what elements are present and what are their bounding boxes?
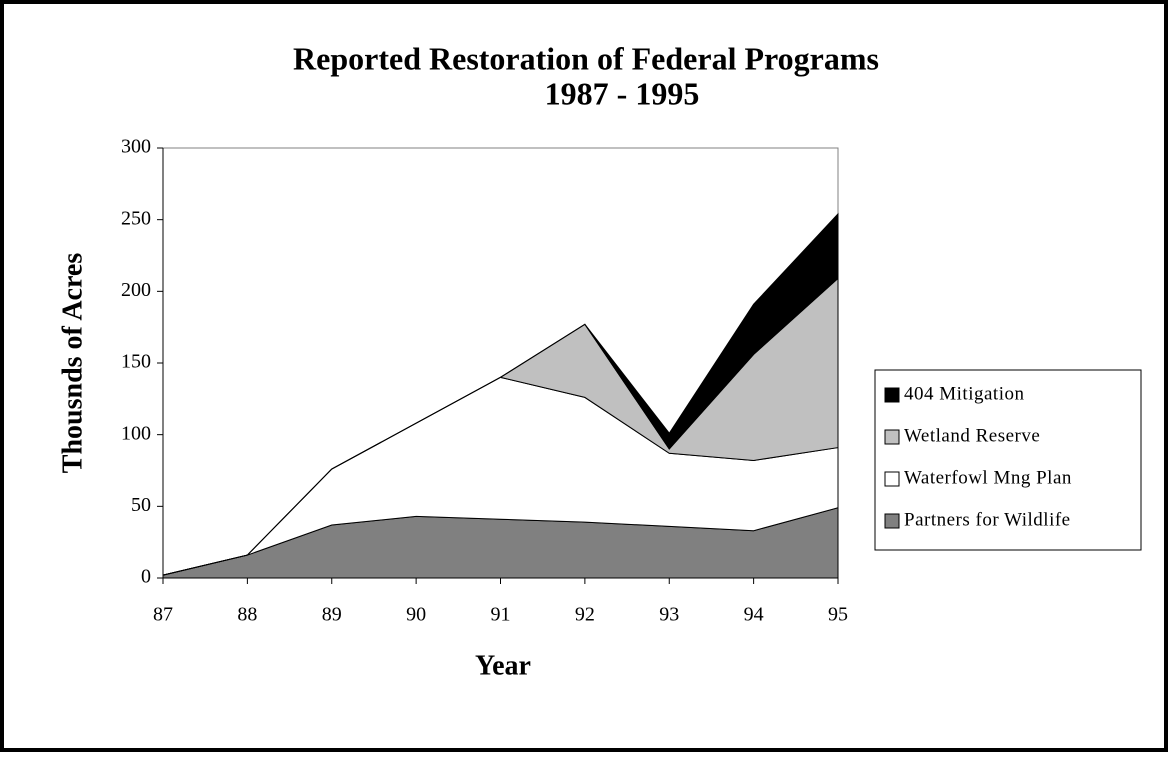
y-tick-label: 100 [121, 422, 151, 444]
legend-box [874, 369, 1142, 551]
x-axis-label: Year [475, 650, 531, 681]
y-tick-label: 300 [121, 136, 151, 158]
legend-label: Waterfowl Mng Plan [904, 467, 1072, 488]
x-tick-label: 95 [828, 604, 848, 626]
legend-swatch [884, 471, 900, 487]
legend-label: Partners for Wildlife [904, 509, 1071, 530]
legend-label: Wetland Reserve [904, 425, 1040, 446]
legend-swatch [884, 513, 900, 529]
x-tick-label: 93 [659, 604, 679, 626]
chart-title: Reported Restoration of Federal Programs [293, 40, 879, 76]
x-tick-label: 94 [744, 604, 764, 626]
y-tick-label: 0 [141, 566, 151, 588]
x-tick-label: 91 [491, 604, 511, 626]
x-tick-label: 88 [237, 604, 257, 626]
chart-subtitle: 1987 - 1995 [545, 75, 700, 111]
y-tick-label: 250 [121, 207, 151, 229]
legend-label: 404 Mitigation [904, 383, 1024, 404]
x-tick-label: 87 [153, 604, 173, 626]
legend-swatch [884, 387, 900, 403]
y-tick-label: 150 [121, 351, 151, 373]
x-tick-label: 89 [322, 604, 342, 626]
area [162, 212, 839, 576]
y-axis-label: Thousnds of Acres [57, 253, 88, 474]
legend-swatch [884, 429, 900, 445]
y-tick-label: 200 [121, 279, 151, 301]
y-tick-label: 50 [131, 494, 151, 516]
x-tick-label: 90 [406, 604, 426, 626]
x-tick-label: 92 [575, 604, 595, 626]
